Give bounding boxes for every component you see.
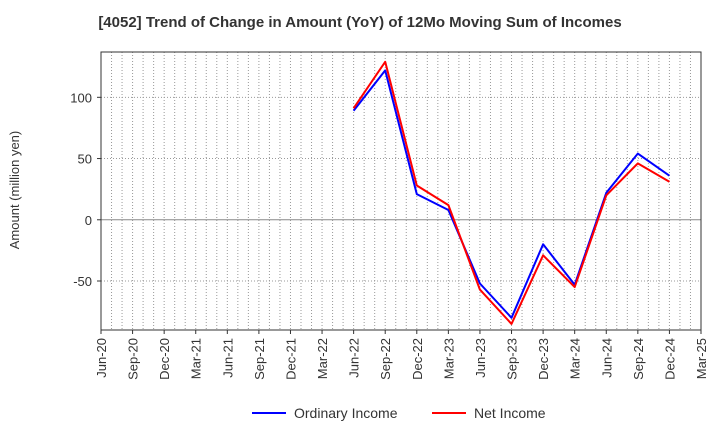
x-tick-label: Jun-23 [473,338,488,378]
series-line-ordinary-income [352,69,670,319]
legend-swatch-net-income [432,412,466,414]
x-tick-label: Dec-20 [157,338,172,380]
x-tick-label: Sep-24 [631,338,646,380]
x-tick-label: Dec-23 [536,338,551,380]
x-tick-label: Jun-24 [599,338,614,378]
x-tick-label: Sep-22 [378,338,393,380]
y-tick-label: 50 [78,152,92,167]
legend-item-ordinary-income: Ordinary Income [252,405,397,421]
chart-title: [4052] Trend of Change in Amount (YoY) o… [98,14,622,31]
x-tick-label: Dec-21 [283,338,298,380]
legend-swatch-ordinary-income [252,412,286,414]
y-tick-label: 0 [85,213,92,228]
legend-label-ordinary-income: Ordinary Income [294,405,398,421]
x-tick-label: Mar-23 [441,338,456,379]
legend-label-net-income: Net Income [474,405,546,421]
x-tick-label: Dec-24 [662,338,677,380]
legend-item-net-income: Net Income [432,405,546,421]
x-tick-label: Mar-21 [189,338,204,379]
grid-layer [100,52,701,330]
x-tick-label: Mar-24 [568,338,583,379]
x-tick-label: Sep-20 [126,338,141,380]
x-tick-label: Dec-22 [410,338,425,380]
y-axis-label: Amount (million yen) [7,131,22,250]
series-layer [352,60,670,325]
plot-frame [100,51,702,331]
x-tick-label: Sep-23 [505,338,520,380]
series-line-net-income [352,60,670,325]
x-tick-label: Jun-21 [220,338,235,378]
x-tick-label: Sep-21 [252,338,267,380]
x-tick-label: Jun-22 [347,338,362,378]
y-tick-label: 100 [70,90,92,105]
x-tick-label: Mar-22 [315,338,330,379]
axis-layer: -50 0 50 100 Jun-20 Sep-20 Dec-20 Mar-21 Jun-21 S… [70,51,709,380]
y-tick-label: -50 [73,274,92,289]
x-tick-label: Jun-20 [94,338,109,378]
x-tick-label: Mar-25 [694,338,709,379]
